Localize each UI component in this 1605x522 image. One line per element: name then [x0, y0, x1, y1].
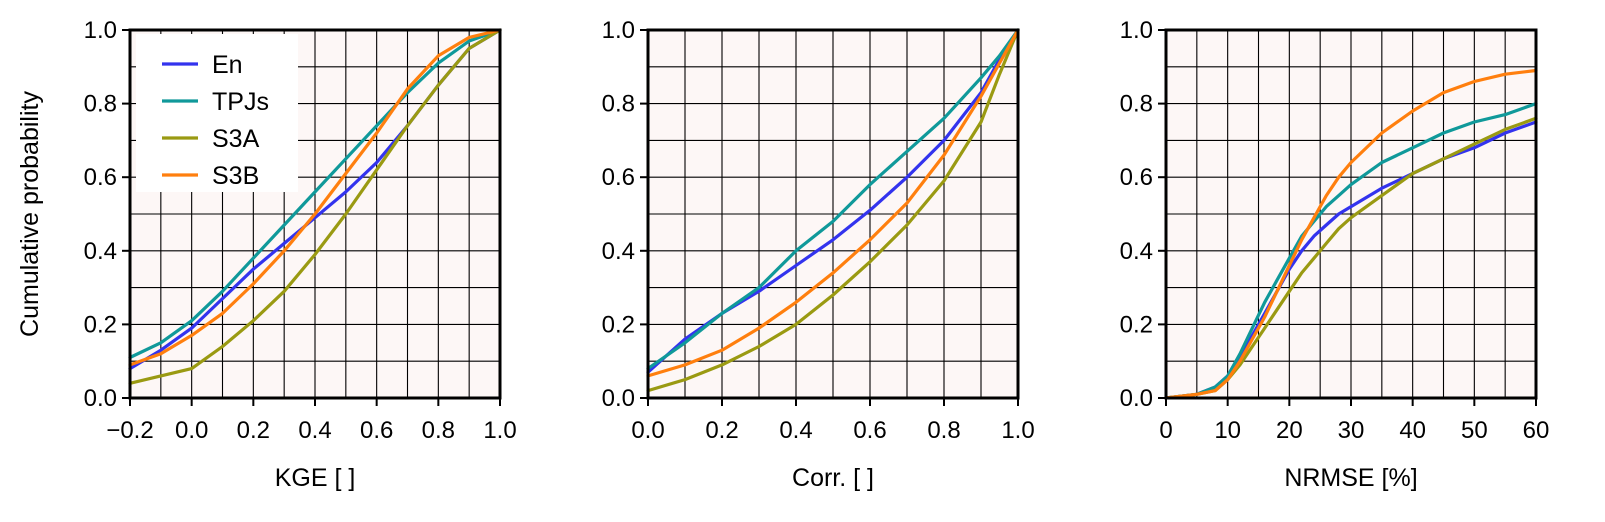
- y-tick-label: 0.8: [602, 91, 635, 118]
- y-tick-label: 1.0: [1120, 17, 1153, 44]
- chart-panel-3: 0 10 20 30 40 50 60 0.0 0.2 0.4 0.6 0.8 1.0 NRMSE [%]: [1120, 17, 1550, 492]
- y-axis-label: Cumulative probability: [16, 91, 44, 337]
- y-tick-label: 0.2: [602, 311, 635, 338]
- x-tick-label: 0.0: [175, 417, 208, 444]
- x-tick-label: 0.0: [631, 417, 664, 444]
- series-line-tpjs: [128, 28, 502, 360]
- series-line-tpjs: [646, 28, 1020, 371]
- y-tick-label: 1.0: [602, 17, 635, 44]
- y-tick-label: 0.0: [602, 385, 635, 412]
- x-tick-label: 0.8: [927, 417, 960, 444]
- legend-label-s3a: S3A: [212, 125, 260, 153]
- plot-frame: [646, 28, 1020, 400]
- x-tick-label: 0.4: [779, 417, 812, 444]
- series-line-s3a: [646, 28, 1020, 393]
- x-axis-label: NRMSE [%]: [1284, 464, 1417, 492]
- x-tick-label: −0.2: [106, 417, 153, 444]
- y-tick-label: 0.8: [1120, 91, 1153, 118]
- x-tick-label: 50: [1461, 417, 1488, 444]
- x-tick-label: 40: [1399, 417, 1426, 444]
- y-tick-label: 0.6: [84, 164, 117, 191]
- x-tick-label: 0: [1159, 417, 1172, 444]
- x-axis-label: KGE [ ]: [275, 464, 356, 492]
- x-tick-label: 30: [1338, 417, 1365, 444]
- y-tick-label: 0.6: [1120, 164, 1153, 191]
- y-tick-label: 0.4: [1120, 238, 1153, 265]
- x-tick-label: 0.2: [237, 417, 270, 444]
- legend-label-tpjs: TPJs: [212, 88, 269, 116]
- chart-panel-2: 0.0 0.2 0.4 0.6 0.8 1.0 0.0 0.2 0.4 0.6 0.8 1.0 Corr…: [602, 17, 1035, 492]
- y-tick-label: 0.0: [84, 385, 117, 412]
- x-tick-label: 1.0: [483, 417, 516, 444]
- x-tick-label: 1.0: [1001, 417, 1034, 444]
- series-group: [1164, 68, 1538, 400]
- legend: En TPJs S3A S3B: [136, 34, 298, 192]
- legend-label-en: En: [212, 51, 243, 79]
- y-tick-label: 0.4: [84, 238, 117, 265]
- y-tick-label: 0.4: [602, 238, 635, 265]
- y-tick-label: 0.8: [84, 91, 117, 118]
- y-tick-label: 0.0: [1120, 385, 1153, 412]
- y-tick-label: 0.2: [84, 311, 117, 338]
- y-tick-label: 0.6: [602, 164, 635, 191]
- series-group: [128, 28, 502, 385]
- x-tick-label: 0.4: [298, 417, 331, 444]
- legend-box: [136, 34, 298, 192]
- series-line-s3a: [128, 28, 502, 385]
- y-tick-label: 1.0: [84, 17, 117, 44]
- series-line-s3b: [128, 28, 502, 367]
- x-tick-label: 0.8: [422, 417, 455, 444]
- series-group: [646, 28, 1020, 393]
- x-tick-label: 10: [1214, 417, 1241, 444]
- x-tick-label: 0.2: [705, 417, 738, 444]
- x-tick-label: 20: [1276, 417, 1303, 444]
- x-tick-label: 0.6: [853, 417, 886, 444]
- chart-panel-1: −0.2 0.0 0.2 0.4 0.6 0.8 1.0 0.0 0.2 0.4 0.6 0.8 1.0…: [16, 17, 517, 492]
- series-line-s3b: [646, 28, 1020, 378]
- x-tick-label: 60: [1523, 417, 1550, 444]
- x-tick-label: 0.6: [360, 417, 393, 444]
- y-tick-label: 0.2: [1120, 311, 1153, 338]
- legend-label-s3b: S3B: [212, 162, 259, 190]
- x-axis-label: Corr. [ ]: [792, 464, 874, 492]
- series-line-s3b: [1164, 68, 1538, 400]
